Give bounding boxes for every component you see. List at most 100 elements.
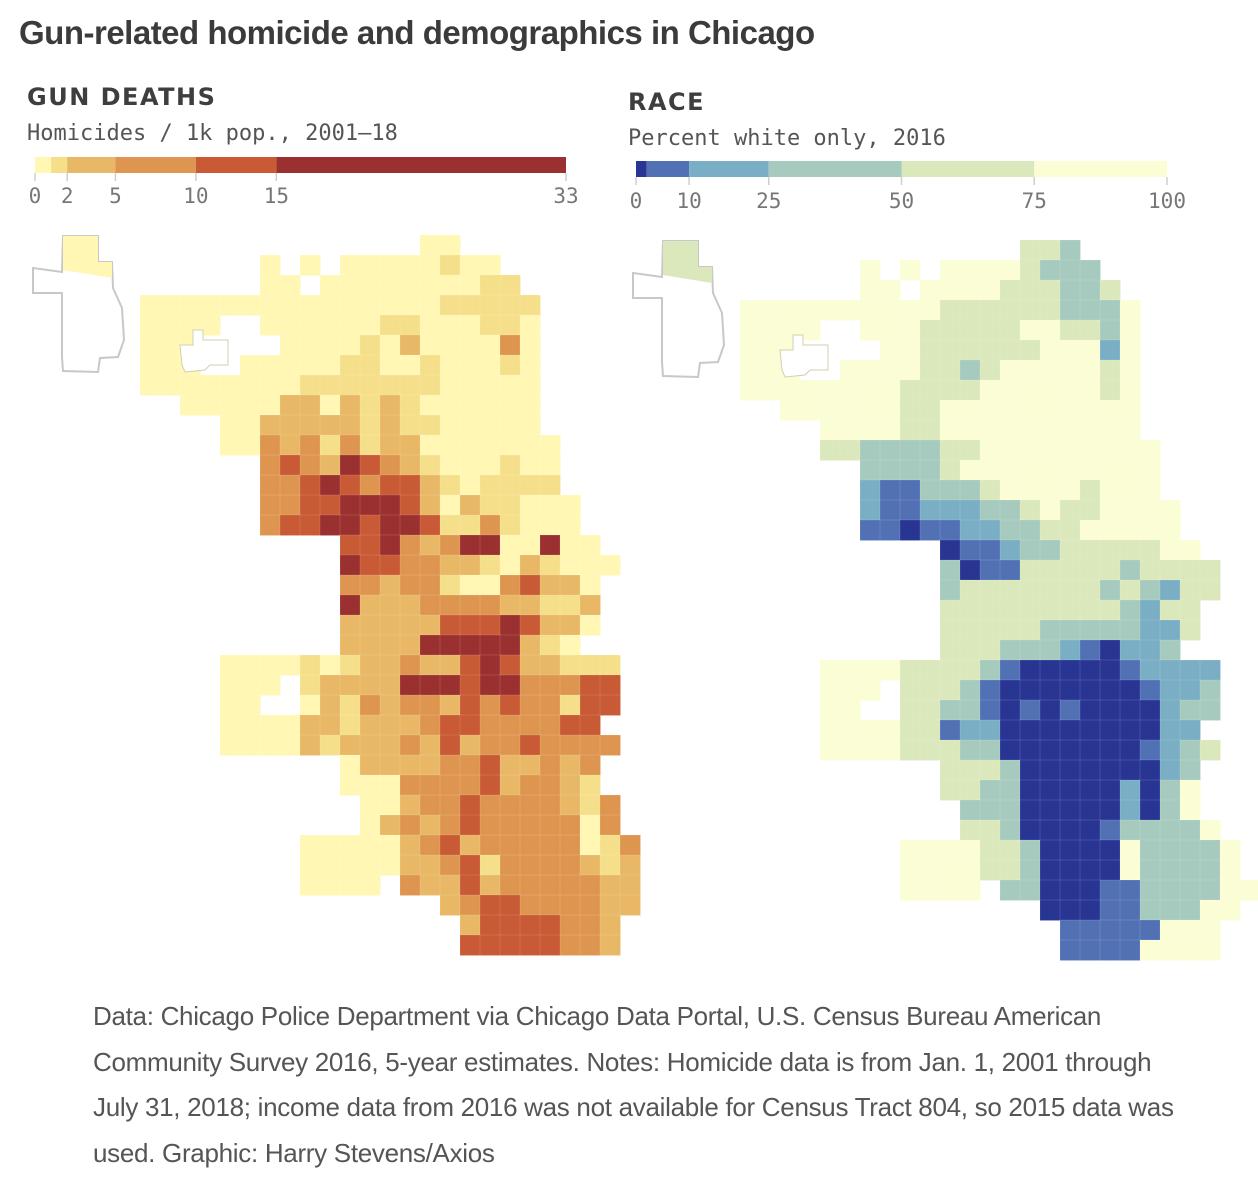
gun-deaths-tract-cell: [279, 294, 301, 316]
race-tract-cell: [979, 759, 1001, 781]
gun-deaths-tract-cell: [319, 854, 341, 876]
gun-deaths-tract-cell: [479, 314, 501, 336]
race-tract-cell: [1139, 739, 1161, 761]
gun-deaths-tract-cell: [519, 414, 541, 436]
gun-deaths-tract-cell: [579, 734, 601, 756]
race-tract-cell: [999, 779, 1021, 801]
race-tract-cell: [959, 619, 981, 641]
gun-deaths-tract-cell: [499, 374, 521, 396]
gun-deaths-tract-cell: [339, 494, 361, 516]
race-tract-cell: [1099, 499, 1121, 521]
gun-deaths-tract-cell: [359, 534, 381, 556]
gun-deaths-tract-cell: [419, 514, 441, 536]
gun-deaths-tract-cell: [519, 454, 541, 476]
race-tract-cell: [1119, 479, 1141, 501]
race-tract-cell: [1019, 779, 1041, 801]
gun-deaths-tract-cell: [299, 454, 321, 476]
gun-deaths-tract-cell: [519, 554, 541, 576]
race-tract-cell: [1159, 939, 1181, 961]
race-tract-cell: [919, 679, 941, 701]
gun-deaths-tract-cell: [539, 914, 561, 936]
gun-deaths-tract-cell: [459, 274, 481, 296]
race-tract-cell: [979, 619, 1001, 641]
gun-deaths-tract-cell: [499, 694, 521, 716]
gun-deaths-tract-cell: [299, 694, 321, 716]
race-tract-cell: [1059, 919, 1081, 941]
race-tract-cell: [879, 319, 901, 341]
race-tract-cell: [1159, 759, 1181, 781]
race-tract-cell: [999, 519, 1021, 541]
race-tract-cell: [1019, 319, 1041, 341]
race-tract-cell: [999, 799, 1021, 821]
race-tract-cell: [1019, 759, 1041, 781]
race-tract-cell: [939, 599, 961, 621]
gun-deaths-tract-cell: [559, 514, 581, 536]
gun-deaths-tract-cell: [479, 294, 501, 316]
race-tract-cell: [839, 739, 861, 761]
race-legend-bin-4: [901, 161, 1035, 177]
gun-deaths-tract-cell: [439, 534, 461, 556]
race-subtitle: Percent white only, 2016: [628, 126, 946, 151]
gun-deaths-tract-cell: [399, 494, 421, 516]
race-tract-cell: [1099, 639, 1121, 661]
race-tract-cell: [1039, 639, 1061, 661]
gun-deaths-legend-bin-5: [276, 157, 566, 173]
race-tract-cell: [1139, 679, 1161, 701]
gun-deaths-tract-cell: [299, 294, 321, 316]
gun-deaths-tract-cell: [339, 394, 361, 416]
race-tract-cell: [1099, 699, 1121, 721]
race-tract-cell: [979, 479, 1001, 501]
race-tract-cell: [1059, 299, 1081, 321]
race-tract-cell: [899, 719, 921, 741]
race-tract-cell: [819, 299, 841, 321]
gun-deaths-tract-cell: [299, 474, 321, 496]
gun-deaths-tract-cell: [439, 774, 461, 796]
gun-deaths-legend-tick-label: 2: [60, 184, 74, 208]
race-tract-cell: [899, 699, 921, 721]
gun-deaths-tract-cell: [579, 594, 601, 616]
gun-deaths-tract-cell: [279, 734, 301, 756]
gun-deaths-tract-cell: [499, 674, 521, 696]
gun-deaths-tract-cell: [439, 874, 461, 896]
gun-deaths-tract-cell: [519, 634, 541, 656]
race-tract-cell: [1179, 799, 1201, 821]
gun-deaths-tract-cell: [419, 574, 441, 596]
race-tract-cell: [1159, 699, 1181, 721]
race-tract-cell: [1139, 839, 1161, 861]
race-tract-cell: [819, 379, 841, 401]
race-tract-cell: [959, 459, 981, 481]
gun-deaths-tract-cell: [419, 454, 441, 476]
race-tract-cell: [879, 659, 901, 681]
race-tract-cell: [979, 559, 1001, 581]
gun-deaths-tract-cell: [619, 894, 641, 916]
gun-deaths-tract-cell: [259, 314, 281, 336]
race-tract-cell: [1079, 359, 1101, 381]
gun-deaths-tract-cell: [359, 334, 381, 356]
race-tract-cell: [899, 459, 921, 481]
race-tract-cell: [1079, 579, 1101, 601]
gun-deaths-tract-cell: [299, 374, 321, 396]
gun-deaths-tract-cell: [539, 734, 561, 756]
gun-deaths-tract-cell: [459, 814, 481, 836]
source-note: Data: Chicago Police Department via Chic…: [93, 1001, 1174, 1168]
race-tract-cell: [839, 679, 861, 701]
gun-deaths-tract-cell: [479, 874, 501, 896]
race-tract-cell: [1019, 579, 1041, 601]
gun-deaths-tract-cell: [299, 334, 321, 356]
gun-deaths-tract-cell: [459, 554, 481, 576]
gun-deaths-tract-cell: [399, 314, 421, 336]
race-tract-cell: [959, 379, 981, 401]
race-tract-cell: [1119, 779, 1141, 801]
gun-deaths-tract-cell: [359, 354, 381, 376]
race-tract-cell: [1179, 599, 1201, 621]
race-tract-cell: [859, 279, 881, 301]
race-legend-bin-3: [768, 161, 902, 177]
race-tract-cell: [799, 319, 821, 341]
gun-deaths-tract-cell: [419, 294, 441, 316]
race-tract-cell: [999, 599, 1021, 621]
gun-deaths-tract-cell: [359, 514, 381, 536]
race-tract-cell: [1179, 699, 1201, 721]
gun-deaths-tract-cell: [179, 394, 201, 416]
race-tract-cell: [899, 439, 921, 461]
race-tract-cell: [1059, 279, 1081, 301]
